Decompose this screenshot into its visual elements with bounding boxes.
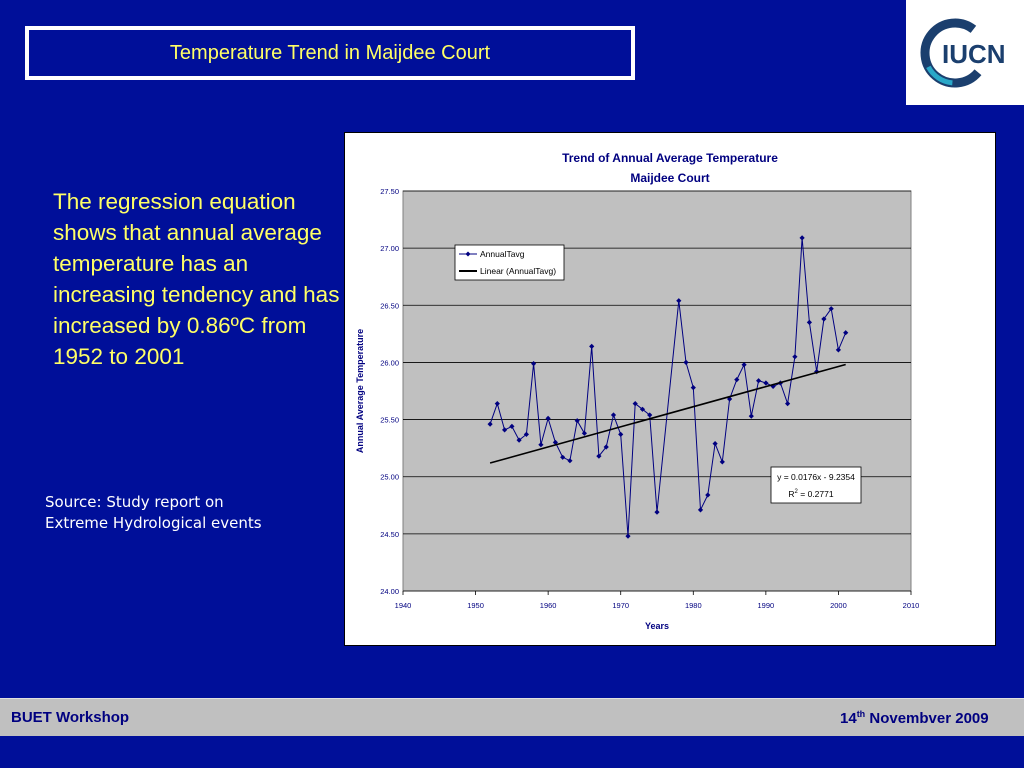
data-point	[719, 459, 725, 465]
y-tick-label: 25.00	[380, 473, 399, 482]
data-point	[647, 412, 653, 418]
slide-title: Temperature Trend in Maijdee Court	[29, 30, 631, 76]
data-point	[487, 421, 493, 427]
data-point	[712, 441, 718, 447]
data-point	[509, 423, 515, 429]
x-tick-label: 1960	[540, 601, 557, 610]
y-tick-label: 26.00	[380, 358, 399, 367]
data-point	[654, 509, 660, 515]
series-line	[489, 237, 847, 537]
source-line-2: Extreme Hydrological events	[45, 514, 262, 532]
data-point	[523, 431, 529, 437]
data-point	[792, 354, 798, 360]
data-point	[625, 533, 631, 539]
legend-trend-label: Linear (AnnualTavg)	[480, 266, 556, 276]
source-line-1: Source: Study report on	[45, 493, 224, 511]
logo-text: IUCN	[942, 39, 1006, 69]
chart-title-line-2: Maijdee Court	[630, 171, 709, 185]
data-point	[610, 412, 617, 418]
y-tick-label: 27.00	[380, 244, 399, 253]
legend-series-marker	[465, 251, 471, 257]
equation-box-frame	[770, 466, 862, 504]
data-point	[828, 306, 834, 312]
data-point	[763, 380, 769, 386]
data-point	[618, 431, 624, 437]
x-tick-label: 2010	[903, 601, 920, 610]
data-point	[799, 235, 805, 241]
data-point	[785, 401, 791, 407]
data-point	[494, 401, 500, 407]
data-point	[705, 492, 711, 498]
data-point	[806, 319, 812, 325]
data-point	[676, 298, 682, 304]
y-tick-label: 26.50	[380, 301, 399, 310]
x-tick-label: 1950	[467, 601, 484, 610]
chart-title-line-1: Trend of Annual Average Temperature	[562, 151, 778, 165]
chart-frame: Trend of Annual Average Temperature Maij…	[344, 132, 996, 646]
data-point	[502, 427, 508, 433]
data-point	[552, 439, 558, 445]
y-axis-label: Annual Average Temperature	[355, 329, 365, 453]
y-tick-label: 27.50	[380, 187, 399, 196]
regression-description: The regression equation shows that annua…	[53, 189, 340, 369]
data-point	[748, 413, 754, 419]
x-tick-label: 1970	[612, 601, 629, 610]
data-point	[596, 453, 602, 459]
data-point	[756, 378, 762, 384]
x-tick-label: 1940	[395, 601, 412, 610]
y-tick-label: 24.00	[380, 587, 399, 596]
data-point	[545, 415, 551, 421]
data-point	[843, 330, 849, 336]
x-tick-label: 1980	[685, 601, 702, 610]
data-point	[516, 437, 522, 443]
equation-box: y = 0.0176x - 9.2354 R2 = 0.2771	[770, 466, 862, 504]
temperature-trend-chart: Trend of Annual Average Temperature Maij…	[355, 151, 920, 631]
iucn-logo: IUCN	[906, 0, 1024, 105]
trend-line	[489, 363, 846, 464]
footer-bar: BUET Workshop 14th Novembver 2009	[0, 698, 1024, 736]
legend-box	[454, 244, 565, 281]
iucn-logo-mark: IUCN	[920, 18, 1006, 88]
y-tick-label: 24.50	[380, 530, 399, 539]
data-point	[821, 316, 827, 322]
legend-series-label: AnnualTavg	[480, 249, 525, 259]
data-point	[770, 383, 776, 389]
source-note: Source: Study report on Extreme Hydrolog…	[45, 492, 305, 534]
x-tick-label: 1990	[758, 601, 775, 610]
x-axis-label: Years	[645, 621, 669, 631]
r-squared-label: R2 = 0.2771	[788, 489, 833, 499]
footer-event: BUET Workshop	[11, 709, 130, 726]
y-tick-label: 25.50	[380, 416, 399, 425]
data-point	[741, 362, 747, 368]
data-point	[697, 507, 704, 513]
footer-date: 14th Novembver 2009	[840, 709, 989, 727]
data-point	[639, 406, 646, 412]
regression-equation: y = 0.0176x - 9.2354	[777, 472, 855, 482]
legend: AnnualTavg Linear (AnnualTavg)	[454, 244, 565, 281]
title-box: Temperature Trend in Maijdee Court	[25, 26, 635, 80]
data-point	[632, 401, 638, 407]
data-point	[835, 347, 841, 353]
x-tick-label: 2000	[830, 601, 847, 610]
data-point	[603, 444, 609, 450]
